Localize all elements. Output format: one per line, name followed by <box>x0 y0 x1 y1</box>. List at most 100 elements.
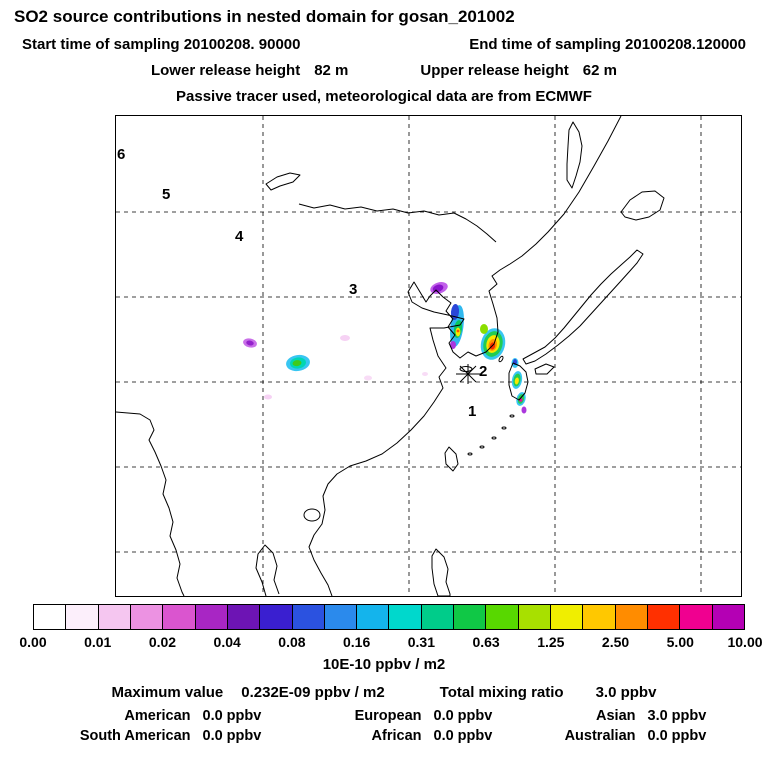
region-number-labels: 6 5 4 3 2 1 <box>117 146 487 420</box>
release-heights-line: Lower release height 82 m Upper release … <box>0 62 768 79</box>
mixing-ratio-value: 3.0 ppbv <box>595 684 657 701</box>
coastlines <box>116 116 665 596</box>
region-number-3: 3 <box>349 281 357 298</box>
colorbar-cell <box>162 605 195 629</box>
start-time-text: Start time of sampling 20100208. 90000 <box>22 36 301 53</box>
region-number-2: 2 <box>479 363 487 380</box>
continent-label-australian: Australian <box>564 728 636 744</box>
continent-value-australian: 0.0 ppbv <box>647 728 707 744</box>
island-ryukyu <box>491 436 497 440</box>
island-shikoku <box>534 363 555 375</box>
upper-release-pair: Upper release height 62 m <box>420 62 617 79</box>
coastline-gulf-of-thailand <box>255 544 280 596</box>
upper-release-label: Upper release height <box>420 62 569 79</box>
colorbar-cell <box>517 605 550 629</box>
colorbar-tick-label: 10.00 <box>727 634 763 650</box>
colorbar-tick-label: 0.08 <box>278 634 306 650</box>
colorbar-cell <box>291 605 324 629</box>
colorbar-cell <box>614 605 647 629</box>
border-line-north <box>298 203 497 243</box>
end-time-text: End time of sampling 20100208.120000 <box>469 36 746 53</box>
colorbar-cell <box>34 605 66 629</box>
region-number-5: 5 <box>162 186 170 203</box>
colorbar-cell <box>679 605 712 629</box>
continent-value-african: 0.0 ppbv <box>433 728 493 744</box>
page-title: SO2 source contributions in nested domai… <box>14 7 515 26</box>
island-honshu <box>522 249 644 365</box>
colorbar-units-label: 10E-10 ppbv / m2 <box>322 656 446 673</box>
colorbar-tick-label: 1.25 <box>537 634 565 650</box>
grid-lines <box>116 116 741 596</box>
colorbar-cell <box>356 605 389 629</box>
continent-label-asian: Asian <box>596 708 636 724</box>
colorbar-cell <box>646 605 680 629</box>
colorbar-cell <box>420 605 454 629</box>
region-number-4: 4 <box>235 228 244 245</box>
colorbar-tick-label: 0.31 <box>407 634 435 650</box>
island-tsushima <box>498 355 504 363</box>
continent-value-asian: 3.0 ppbv <box>647 708 707 724</box>
colorbar-cell <box>711 605 744 629</box>
continent-label-american: American <box>124 708 191 724</box>
receptor-star-marker <box>456 364 480 384</box>
colorbar-cell <box>485 605 518 629</box>
plume-wisp <box>340 335 350 341</box>
continent-label-african: African <box>371 728 422 744</box>
continent-contributions: American 0.0 ppbv European 0.0 ppbv Asia… <box>0 708 768 744</box>
colorbar-ticks: 0.00 0.01 0.02 0.04 0.08 0.16 0.31 0.63 1.25 2.50… <box>19 634 762 652</box>
colorbar-cell <box>550 605 583 629</box>
colorbar-cell <box>65 605 98 629</box>
colorbar-cell <box>582 605 615 629</box>
island-hainan <box>303 508 321 522</box>
colorbar-cell <box>129 605 163 629</box>
map-canvas: 6 5 4 3 2 1 <box>116 116 741 596</box>
plume-cyan-green-china <box>286 354 310 372</box>
continent-label-european: European <box>354 708 422 724</box>
island-sakhalin <box>566 121 583 189</box>
upper-release-value: 62 m <box>582 62 617 79</box>
island-luzon <box>431 548 451 596</box>
island-hokkaido <box>620 190 665 221</box>
colorbar-cell <box>226 605 260 629</box>
colorbar-tick-label: 0.01 <box>84 634 112 650</box>
tracer-note: Passive tracer used, meteorological data… <box>176 88 592 105</box>
colorbar <box>33 604 745 630</box>
sampling-times-line: Start time of sampling 20100208. 90000 E… <box>0 36 768 53</box>
coastline-continent <box>308 116 622 596</box>
plume-wisp <box>422 372 428 376</box>
max-value-label: Maximum value <box>111 684 224 701</box>
plume-purple-central <box>243 338 257 348</box>
colorbar-cell <box>259 605 292 629</box>
colorbar-tick-label: 0.63 <box>472 634 500 650</box>
colorbar-tick-label: 0.16 <box>343 634 371 650</box>
lake-baikal <box>265 172 301 191</box>
map-frame: 6 5 4 3 2 1 <box>115 115 742 597</box>
colorbar-tick-label: 0.04 <box>213 634 241 650</box>
stats-summary-line: Maximum value 0.232E-09 ppbv / m2 Total … <box>0 684 768 701</box>
coastline-south-asia <box>116 411 185 596</box>
plume-wisp <box>364 375 372 381</box>
region-number-6: 6 <box>117 146 125 163</box>
mixing-ratio-label: Total mixing ratio <box>439 684 564 701</box>
colorbar-tick-label: 2.50 <box>601 634 630 650</box>
lower-release-value: 82 m <box>314 62 349 79</box>
colorbar-tick-label: 0.00 <box>19 634 47 650</box>
plume-south-korea <box>480 324 506 360</box>
colorbar-tick-label: 5.00 <box>666 634 694 650</box>
island-ryukyu <box>479 445 485 449</box>
island-ryukyu <box>467 452 473 456</box>
continent-value-american: 0.0 ppbv <box>202 708 262 724</box>
island-kyushu <box>508 362 529 401</box>
colorbar-cell <box>194 605 227 629</box>
max-value-text: 0.232E-09 ppbv / m2 <box>241 684 385 701</box>
plume-wisp <box>264 394 272 400</box>
continent-label-south-american: South American <box>79 728 191 744</box>
lower-release-pair: Lower release height 82 m <box>151 62 348 79</box>
concentration-plumes <box>243 282 527 414</box>
lower-release-label: Lower release height <box>150 62 301 79</box>
island-ryukyu <box>509 414 515 418</box>
colorbar-cell <box>453 605 486 629</box>
continent-value-south-american: 0.0 ppbv <box>202 728 262 744</box>
plume-kyushu <box>511 358 527 414</box>
colorbar-cell <box>388 605 421 629</box>
